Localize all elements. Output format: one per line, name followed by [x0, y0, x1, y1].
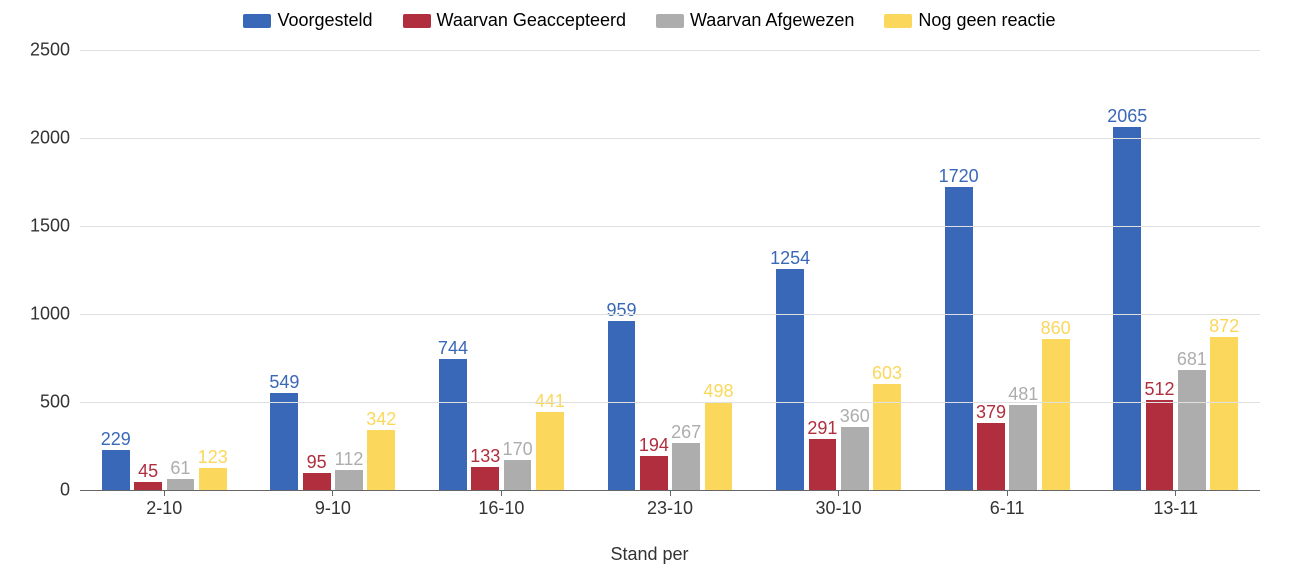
legend-swatch	[403, 14, 431, 28]
bar: 441	[536, 412, 564, 490]
x-tick-label: 16-10	[478, 498, 524, 519]
bar-value-label: 379	[976, 403, 1006, 423]
bar: 860	[1042, 339, 1070, 490]
plot-area: 229 549 744 959 1254 1720 2065 45 95 133 194 291 379…	[80, 50, 1260, 491]
bar: 2065	[1113, 127, 1141, 490]
legend-label: Waarvan Afgewezen	[690, 10, 854, 31]
bar-value-label: 498	[703, 382, 733, 402]
legend-item: Waarvan Geaccepteerd	[403, 10, 626, 31]
y-tick-label: 500	[40, 392, 70, 413]
y-tick-label: 1000	[30, 304, 70, 325]
gridline	[80, 314, 1260, 315]
legend-swatch	[656, 14, 684, 28]
x-tick-mark	[1007, 490, 1008, 496]
legend-swatch	[884, 14, 912, 28]
x-tick-mark	[1175, 490, 1176, 496]
bar-value-label: 1720	[939, 167, 979, 187]
bar-value-label: 360	[840, 407, 870, 427]
bar: 744	[439, 359, 467, 490]
x-tick-mark	[501, 490, 502, 496]
bar-value-label: 2065	[1107, 107, 1147, 127]
bar: 267	[672, 443, 700, 490]
bar-value-label: 549	[269, 373, 299, 393]
bar: 1720	[945, 187, 973, 490]
bar-value-label: 872	[1209, 317, 1239, 337]
bar-value-label: 681	[1177, 350, 1207, 370]
legend-item: Nog geen reactie	[884, 10, 1055, 31]
bar-value-label: 512	[1145, 380, 1175, 400]
bar: 681	[1178, 370, 1206, 490]
chart-container: Voorgesteld Waarvan Geaccepteerd Waarvan A…	[0, 0, 1299, 575]
bar-value-label: 342	[366, 410, 396, 430]
x-axis-title: Stand per	[610, 544, 688, 565]
bar-value-label: 112	[335, 450, 364, 470]
bar: 959	[608, 321, 636, 490]
bar: 603	[873, 384, 901, 490]
x-tick-label: 30-10	[816, 498, 862, 519]
bar-value-label: 95	[307, 453, 327, 473]
bar-value-label: 959	[607, 301, 637, 321]
bar-value-label: 194	[639, 436, 669, 456]
x-tick-mark	[838, 490, 839, 496]
bar: 872	[1210, 337, 1238, 490]
x-tick-label: 2-10	[146, 498, 182, 519]
bar-value-label: 123	[198, 448, 228, 468]
bar: 170	[504, 460, 532, 490]
y-tick-label: 2500	[30, 40, 70, 61]
bar: 194	[640, 456, 668, 490]
x-tick-mark	[164, 490, 165, 496]
bar-value-label: 267	[671, 423, 701, 443]
legend-label: Nog geen reactie	[918, 10, 1055, 31]
bar: 112	[335, 470, 363, 490]
bar-value-label: 744	[438, 339, 468, 359]
bar: 61	[167, 479, 195, 490]
bar: 481	[1009, 405, 1037, 490]
bar: 229	[102, 450, 130, 490]
legend: Voorgesteld Waarvan Geaccepteerd Waarvan A…	[0, 10, 1299, 31]
legend-item: Voorgesteld	[243, 10, 372, 31]
bar-value-label: 229	[101, 430, 131, 450]
legend-swatch	[243, 14, 271, 28]
y-tick-label: 2000	[30, 128, 70, 149]
x-tick-mark	[332, 490, 333, 496]
legend-label: Voorgesteld	[277, 10, 372, 31]
bar: 342	[367, 430, 395, 490]
gridline	[80, 138, 1260, 139]
x-tick-label: 23-10	[647, 498, 693, 519]
x-tick-label: 6-11	[990, 498, 1025, 519]
bar: 95	[303, 473, 331, 490]
bar: 549	[270, 393, 298, 490]
y-tick-label: 1500	[30, 216, 70, 237]
bar: 379	[977, 423, 1005, 490]
bar: 291	[809, 439, 837, 490]
x-tick-label: 13-11	[1153, 498, 1198, 519]
legend-label: Waarvan Geaccepteerd	[437, 10, 626, 31]
legend-item: Waarvan Afgewezen	[656, 10, 854, 31]
bar: 512	[1146, 400, 1174, 490]
gridline	[80, 402, 1260, 403]
bar-value-label: 603	[872, 364, 902, 384]
bar: 45	[134, 482, 162, 490]
bar: 498	[705, 402, 733, 490]
bar-value-label: 860	[1041, 319, 1071, 339]
gridline	[80, 50, 1260, 51]
bar: 360	[841, 427, 869, 490]
x-tick-label: 9-10	[315, 498, 351, 519]
bar-value-label: 61	[170, 459, 190, 479]
bar: 133	[471, 467, 499, 490]
y-tick-label: 0	[60, 480, 70, 501]
bar-value-label: 133	[470, 447, 500, 467]
bars-layer: 229 549 744 959 1254 1720 2065 45 95 133 194 291 379…	[80, 50, 1260, 490]
gridline	[80, 226, 1260, 227]
bar: 123	[199, 468, 227, 490]
bar-value-label: 170	[503, 440, 533, 460]
bar: 1254	[776, 269, 804, 490]
bar-value-label: 1254	[770, 249, 810, 269]
bar-value-label: 45	[138, 462, 158, 482]
bar-value-label: 291	[807, 419, 837, 439]
x-tick-mark	[670, 490, 671, 496]
